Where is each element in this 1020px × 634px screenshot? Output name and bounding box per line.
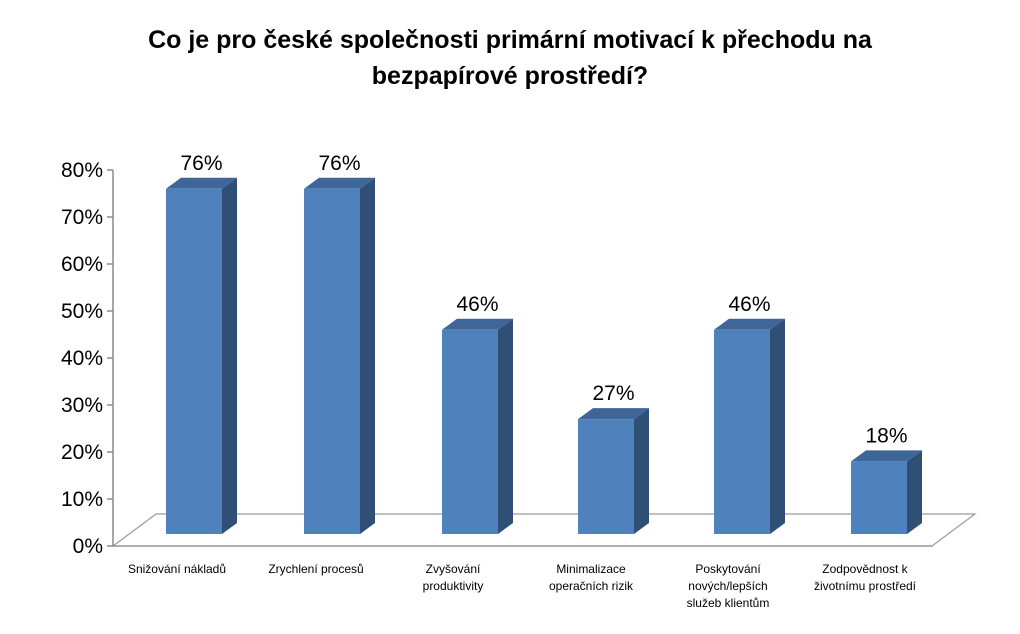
bar-front — [304, 188, 360, 535]
y-axis: 0% 10% 20% 30% 40% 50% 60% 70% 80% — [61, 159, 932, 558]
x-tick-label-line: životnímu prostředí — [814, 579, 917, 593]
bar-side — [634, 408, 649, 534]
bar-side — [222, 177, 237, 535]
bar-top — [714, 318, 785, 330]
x-tick-label: Minimalizace operačních rizik — [549, 562, 634, 593]
bar — [304, 177, 375, 535]
bar-front — [442, 329, 498, 534]
data-label: 27% — [592, 382, 634, 405]
y-tick-label: 10% — [61, 488, 103, 511]
x-tick-label-line: Poskytování — [695, 562, 761, 576]
y-tick-label: 70% — [61, 206, 103, 229]
bar-front — [851, 461, 907, 534]
bar-top — [442, 318, 513, 330]
bar-front — [578, 419, 634, 534]
y-tick-label: 50% — [61, 300, 103, 323]
y-tick-label: 60% — [61, 253, 103, 276]
chart-floor — [111, 513, 977, 547]
y-tick-label: 40% — [61, 347, 103, 370]
chart-title-line-1: Co je pro české společnosti primární mot… — [148, 26, 872, 54]
x-tick-label: Snižování nákladů — [128, 562, 226, 576]
bar — [442, 318, 513, 534]
chart-title-line-2: bezpapírové prostředí? — [371, 62, 649, 90]
data-label: 46% — [456, 293, 498, 316]
x-tick-label-line: služeb klientům — [687, 596, 770, 610]
bar-front — [714, 329, 770, 534]
bar-top — [166, 177, 237, 189]
bar-top — [851, 450, 922, 462]
bar-top — [304, 177, 375, 189]
bar-side — [498, 318, 513, 534]
data-label: 18% — [865, 424, 907, 447]
x-tick-label: Poskytování nových/lepších služeb klientům — [687, 562, 770, 610]
x-tick-label: Zvyšování produktivity — [423, 562, 484, 593]
x-tick-label-line: operačních rizik — [549, 579, 634, 593]
bar-side — [360, 177, 375, 535]
y-tick-label: 80% — [61, 159, 103, 182]
bar — [166, 177, 237, 535]
data-labels: 76% 76% 46% 27% 46% 18% — [180, 152, 907, 448]
y-tick-label: 0% — [73, 535, 103, 558]
bar — [714, 318, 785, 534]
x-tick-label: Zrychlení procesů — [268, 562, 363, 576]
bar — [578, 408, 649, 534]
floor-plane — [111, 513, 977, 547]
bar-side — [770, 318, 785, 534]
bar-front — [166, 188, 222, 535]
x-tick-label-line: Zodpovědnost k — [822, 562, 908, 576]
bar-top — [578, 408, 649, 420]
chart-title: Co je pro české společnosti primární mot… — [0, 22, 1020, 94]
y-tick-label: 30% — [61, 394, 103, 417]
y-tick-label: 20% — [61, 441, 103, 464]
x-tick-label-line: Zvyšování — [426, 562, 481, 576]
x-tick-label-line: Minimalizace — [556, 562, 626, 576]
data-label: 76% — [318, 152, 360, 175]
x-tick-label-line: produktivity — [423, 579, 484, 593]
x-tick-label-line: nových/lepších — [688, 579, 767, 593]
x-tick-label: Zodpovědnost k životnímu prostředí — [814, 562, 917, 593]
data-label: 46% — [728, 293, 770, 316]
x-tick-label-line: Zrychlení procesů — [268, 562, 363, 576]
data-label: 76% — [180, 152, 222, 175]
bar-side — [907, 450, 922, 534]
bars — [166, 177, 922, 535]
bar — [851, 450, 922, 534]
x-axis-labels: Snižování nákladů Zrychlení procesů Zvyšov… — [128, 562, 917, 610]
x-tick-label-line: Snižování nákladů — [128, 562, 226, 576]
